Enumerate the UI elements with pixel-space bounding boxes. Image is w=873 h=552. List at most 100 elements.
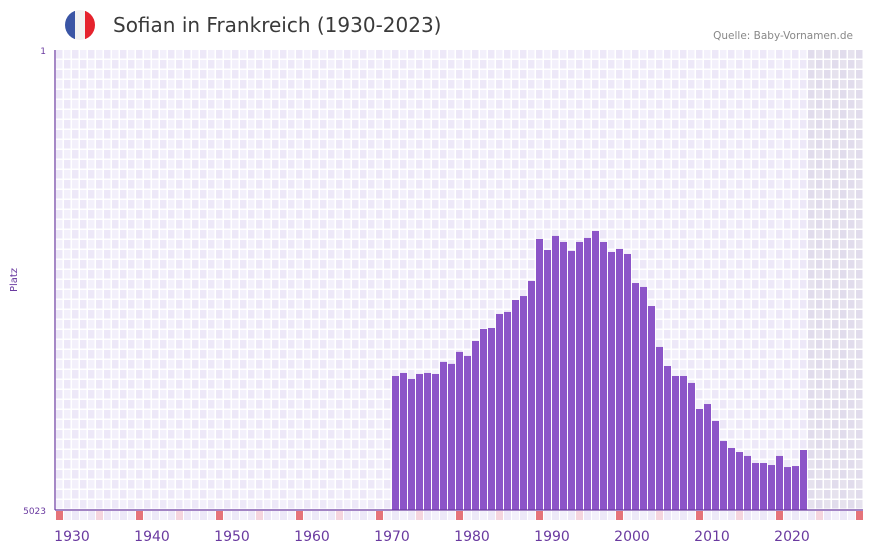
grid-cell [680,120,687,129]
grid-cell [240,240,247,249]
grid-cell [160,330,167,339]
grid-cell [792,370,799,379]
grid-cell [448,270,455,279]
grid-cell [696,350,703,359]
grid-cell [152,400,159,409]
grid-cell [568,80,575,89]
grid-cell [216,340,223,349]
grid-cell [136,80,143,89]
grid-cell [224,240,231,249]
grid-cell [232,370,239,379]
grid-cell [696,160,703,169]
grid-cell [376,460,383,469]
grid-cell [320,180,327,189]
grid-cell [424,350,431,359]
grid-cell [120,440,127,449]
grid-cell [184,210,191,219]
grid-cell [88,440,95,449]
grid-cell [336,440,343,449]
grid-cell [88,160,95,169]
grid-cell [88,430,95,439]
grid-cell [320,340,327,349]
grid-cell [856,280,863,289]
grid-cell [336,50,343,59]
grid-cell [672,120,679,129]
grid-cell [288,260,295,269]
grid-cell [72,430,79,439]
grid-cell [208,360,215,369]
grid-cell [160,350,167,359]
grid-cell [344,180,351,189]
grid-cell [192,150,199,159]
grid-cell [440,240,447,249]
grid-cell [768,430,775,439]
year-marker [136,511,143,520]
grid-cell [432,330,439,339]
grid-cell [328,100,335,109]
source-link[interactable]: Quelle: Baby-Vornamen.de [713,30,853,42]
grid-cell [152,100,159,109]
grid-cell [240,310,247,319]
grid-cell [680,220,687,229]
grid-cell [152,460,159,469]
grid-cell [824,470,831,479]
grid-cell [752,440,759,449]
grid-cell [184,310,191,319]
grid-cell [488,280,495,289]
grid-cell [168,70,175,79]
grid-cell [768,140,775,149]
grid-cell [736,90,743,99]
grid-cell [808,430,815,439]
grid-cell [288,50,295,59]
grid-cell [192,110,199,119]
grid-cell [616,110,623,119]
grid-cell [808,500,815,509]
grid-cell [392,120,399,129]
grid-cell [408,170,415,179]
grid-cell [504,160,511,169]
grid-cell [88,360,95,369]
grid-cell [360,150,367,159]
grid-cell [208,210,215,219]
grid-cell [600,110,607,119]
grid-cell [56,380,63,389]
grid-cell [80,220,87,229]
grid-cell [368,390,375,399]
grid-cell [344,450,351,459]
grid-cell [88,70,95,79]
grid-cell [200,250,207,259]
grid-cell [176,280,183,289]
grid-cell [80,310,87,319]
grid-cell [264,70,271,79]
grid-cell [808,50,815,59]
grid-cell [832,490,839,499]
grid-cell [136,460,143,469]
grid-cell [848,230,855,239]
grid-cell [728,140,735,149]
grid-cell [112,240,119,249]
year-marker [80,511,87,520]
grid-cell [560,160,567,169]
grid-cell [352,400,359,409]
grid-cell [688,310,695,319]
grid-cell [288,490,295,499]
grid-cell [328,340,335,349]
grid-cell [808,310,815,319]
grid-cell [248,290,255,299]
grid-cell [232,240,239,249]
grid-cell [856,450,863,459]
grid-cell [512,120,519,129]
grid-cell [160,420,167,429]
grid-cell [112,180,119,189]
grid-cell [64,480,71,489]
grid-cell [688,350,695,359]
grid-cell [640,110,647,119]
grid-cell [792,200,799,209]
grid-cell [712,390,719,399]
grid-cell [240,390,247,399]
grid-cell [128,450,135,459]
grid-cell [96,140,103,149]
grid-cell [344,190,351,199]
grid-cell [384,490,391,499]
